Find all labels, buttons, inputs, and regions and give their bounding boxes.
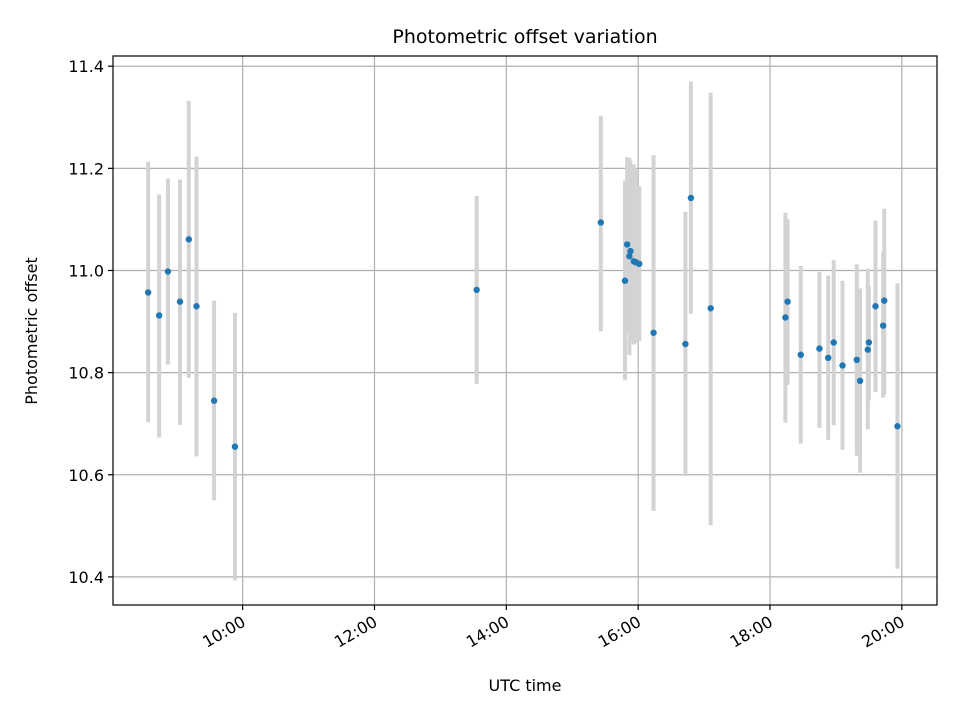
data-points	[144, 194, 901, 450]
y-tick-label: 11.4	[68, 57, 104, 76]
data-point	[894, 423, 901, 430]
data-point	[650, 329, 657, 336]
y-tick-label: 10.6	[68, 466, 104, 485]
data-point	[872, 303, 879, 310]
data-point	[784, 298, 791, 305]
data-point	[597, 219, 605, 226]
data-point	[636, 260, 643, 268]
y-tick-label: 10.4	[68, 568, 104, 587]
x-axis-label: UTC time	[489, 676, 562, 695]
y-axis-label: Photometric offset	[22, 257, 41, 405]
chart-title: Photometric offset variation	[392, 26, 657, 48]
y-tick-label: 11.2	[68, 159, 104, 178]
data-point	[782, 314, 789, 321]
data-point	[627, 247, 634, 255]
y-tick-label: 10.8	[68, 364, 104, 383]
data-point	[707, 305, 714, 312]
data-point	[825, 354, 832, 362]
plot-frame	[112, 55, 938, 606]
data-point	[881, 297, 888, 304]
data-point	[853, 356, 860, 364]
data-point	[687, 194, 695, 202]
data-point	[176, 298, 184, 305]
data-point	[682, 340, 689, 348]
data-point	[210, 397, 218, 404]
data-point	[185, 236, 193, 243]
data-point	[830, 339, 837, 346]
data-point	[839, 362, 846, 369]
data-point	[816, 345, 823, 352]
data-point	[856, 377, 864, 385]
data-point	[623, 241, 631, 248]
y-ticks: 10.4 10.6 10.8 11.0 11.2 11.4	[68, 57, 113, 587]
data-point	[864, 346, 871, 353]
data-point	[879, 322, 887, 329]
data-point	[193, 303, 200, 310]
data-point	[797, 351, 804, 358]
data-point	[164, 268, 172, 275]
data-point	[473, 286, 480, 294]
data-point	[626, 252, 633, 260]
data-point	[621, 277, 629, 284]
y-tick-label: 11.0	[68, 261, 104, 280]
data-point	[865, 339, 873, 346]
data-point	[155, 312, 163, 319]
data-point	[231, 443, 239, 450]
data-point	[144, 289, 152, 296]
